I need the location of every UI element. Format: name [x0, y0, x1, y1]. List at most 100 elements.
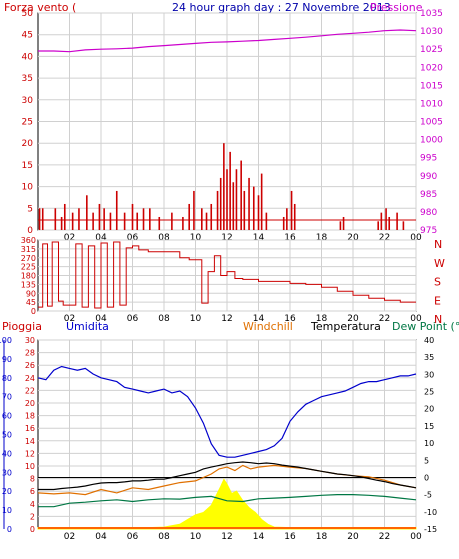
- temp-y-tick-5: 5: [424, 456, 429, 465]
- dir-y-tick-360: 360: [21, 236, 36, 245]
- wind-x-tick-04: 04: [95, 233, 107, 243]
- dir-y-tick-0: 0: [31, 307, 36, 316]
- dir-x-tick-20: 20: [347, 314, 359, 324]
- rain-y-tick-16: 16: [25, 424, 35, 433]
- humidity-series-line: [37, 365, 417, 458]
- temp-y-tick-35: 35: [424, 353, 434, 362]
- temp-y-tick--10: -10: [424, 508, 437, 517]
- temp-y-tick-15: 15: [424, 422, 434, 431]
- dir-x-tick-12: 12: [221, 314, 232, 324]
- rain-label: Pioggia: [2, 320, 42, 333]
- temp-y-tick-40: 40: [424, 336, 434, 345]
- dewpoint-label: Dew Point (°C: [392, 320, 459, 333]
- humidity-y-tick-70: 70: [2, 393, 12, 402]
- pressure-y-tick-980: 980: [420, 208, 437, 218]
- temp-y-tick--5: -5: [424, 491, 432, 500]
- humidity-label: Umidita: [66, 320, 109, 333]
- temp-x-tick-16: 16: [284, 532, 296, 542]
- rain-y-tick-30: 30: [25, 336, 35, 345]
- wind-x-tick-22: 22: [379, 233, 390, 243]
- pressure-y-tick-975: 975: [420, 226, 437, 236]
- compass-label-2: S: [434, 276, 441, 289]
- rain-y-tick-12: 12: [25, 449, 35, 458]
- dir-y-tick-135: 135: [21, 280, 36, 289]
- rain-y-tick-22: 22: [25, 386, 35, 395]
- temp-x-tick-18: 18: [316, 532, 328, 542]
- pressure-y-tick-990: 990: [420, 172, 437, 182]
- wind-y-tick-20: 20: [22, 139, 34, 149]
- wind-x-tick-06: 06: [127, 233, 139, 243]
- dir-x-tick-22: 22: [379, 314, 390, 324]
- chart-marks-layer: 0510152025303540455097598098599099510001…: [0, 9, 445, 542]
- pressure-y-tick-1010: 1010: [420, 99, 443, 109]
- temp-x-tick-20: 20: [347, 532, 359, 542]
- wind-x-tick-18: 18: [316, 233, 328, 243]
- temperature-label: Temperatura: [310, 320, 381, 333]
- pressure-y-tick-1020: 1020: [420, 63, 443, 73]
- humidity-y-tick-30: 30: [2, 468, 12, 477]
- humidity-y-tick-50: 50: [2, 431, 12, 440]
- temp-x-tick-06: 06: [127, 532, 139, 542]
- wind-x-tick-12: 12: [221, 233, 232, 243]
- rain-y-tick-24: 24: [25, 374, 35, 383]
- dir-y-tick-90: 90: [26, 289, 36, 298]
- wind-y-tick-25: 25: [22, 118, 33, 128]
- pressure-axis-label: Pressione: [370, 1, 423, 14]
- pressure-y-tick-1035: 1035: [420, 9, 443, 19]
- temperature-series-line: [38, 461, 417, 491]
- wind-axis-label: Forza vento (: [4, 1, 76, 14]
- wind-y-tick-15: 15: [22, 161, 33, 171]
- wind-direction-series-line: [38, 241, 416, 309]
- humidity-y-tick-40: 40: [2, 449, 12, 458]
- dir-y-tick-45: 45: [26, 298, 36, 307]
- humidity-y-tick-90: 90: [2, 355, 12, 364]
- temp-x-tick-00: 00: [410, 532, 422, 542]
- wind-x-tick-20: 20: [347, 233, 359, 243]
- temp-y-tick-25: 25: [424, 388, 434, 397]
- dir-x-tick-14: 14: [253, 314, 265, 324]
- wind-y-tick-10: 10: [22, 183, 34, 193]
- compass-label-0: N: [434, 238, 442, 251]
- temp-x-tick-04: 04: [95, 532, 107, 542]
- rain-y-tick-2: 2: [30, 512, 35, 521]
- wind-x-tick-00: 00: [410, 233, 422, 243]
- dewpoint-series-line: [38, 494, 417, 508]
- humidity-y-tick-60: 60: [2, 412, 12, 421]
- wind-x-tick-02: 02: [64, 233, 75, 243]
- wind-y-tick-50: 50: [22, 9, 34, 19]
- rain-y-tick-8: 8: [30, 475, 35, 484]
- wind-x-tick-16: 16: [284, 233, 296, 243]
- dir-y-tick-315: 315: [21, 245, 36, 254]
- humidity-y-tick-80: 80: [2, 374, 12, 383]
- temp-y-tick-30: 30: [424, 370, 434, 379]
- pressure-y-tick-1030: 1030: [420, 27, 443, 37]
- pressure-y-tick-1025: 1025: [420, 45, 443, 55]
- wind-x-tick-08: 08: [158, 233, 170, 243]
- temp-y-tick-0: 0: [424, 473, 429, 482]
- temp-y-tick-10: 10: [424, 439, 434, 448]
- dir-x-tick-06: 06: [127, 314, 139, 324]
- rain-y-tick-20: 20: [25, 399, 35, 408]
- wind-y-tick-0: 0: [27, 226, 33, 236]
- temp-x-tick-02: 02: [64, 532, 75, 542]
- rain-y-tick-10: 10: [25, 462, 35, 471]
- wind-y-tick-30: 30: [22, 96, 34, 106]
- temp-x-tick-10: 10: [190, 532, 202, 542]
- dir-x-tick-18: 18: [316, 314, 328, 324]
- pressure-y-tick-1000: 1000: [420, 136, 443, 146]
- dir-x-tick-00: 00: [410, 314, 422, 324]
- dir-y-tick-225: 225: [21, 263, 36, 272]
- rain-y-tick-4: 4: [30, 500, 35, 509]
- temp-x-tick-14: 14: [253, 532, 265, 542]
- dir-x-tick-02: 02: [64, 314, 75, 324]
- compass-label-1: W: [434, 257, 445, 270]
- temp-x-tick-22: 22: [379, 532, 390, 542]
- wind-y-tick-35: 35: [22, 74, 33, 84]
- wind-x-tick-14: 14: [253, 233, 265, 243]
- rain-y-tick-6: 6: [30, 487, 35, 496]
- dir-x-tick-08: 08: [158, 314, 170, 324]
- rain-y-tick-14: 14: [25, 437, 35, 446]
- rain-y-tick-28: 28: [25, 349, 35, 358]
